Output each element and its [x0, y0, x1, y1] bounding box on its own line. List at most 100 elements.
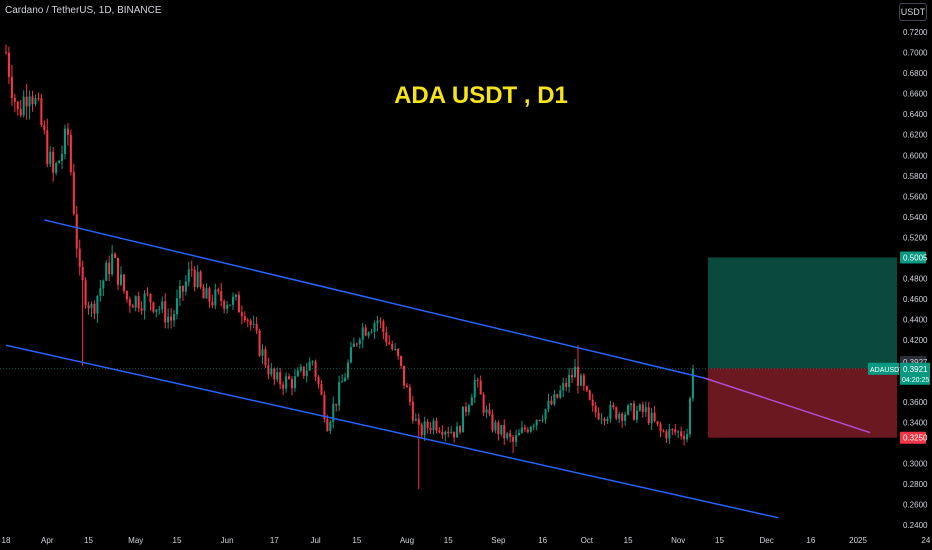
target-price-label: 0.5005 [903, 253, 928, 262]
candle-body [214, 289, 217, 306]
candle-body [621, 413, 624, 421]
candle-body [638, 404, 641, 411]
candle-body [122, 274, 125, 291]
candle-body [31, 96, 34, 105]
risk-reward-position[interactable] [708, 257, 897, 438]
candle-body [28, 96, 31, 107]
price-tick-label: 0.4200 [903, 336, 928, 345]
candle-body [240, 312, 243, 317]
candle-body [553, 394, 556, 405]
currency-button[interactable]: USDT [899, 3, 927, 21]
candle-body [196, 271, 199, 288]
candle-body [335, 403, 338, 406]
trend-channel[interactable] [0, 219, 897, 519]
candle-body [405, 385, 408, 388]
time-axis[interactable]: 18 Apr 15 May 15 Jun 17 Jul 15 Aug 15 Sep 16 Oct 15 Nov… [2, 536, 931, 545]
candle-body [612, 404, 615, 408]
time-tick-label: 16 [806, 536, 815, 545]
candle-body [535, 419, 538, 426]
candle-body [279, 372, 282, 385]
candle-body [680, 431, 683, 437]
candle-body [479, 380, 482, 395]
candle-body [382, 321, 385, 333]
candle-body [515, 435, 518, 442]
candle-body [438, 430, 441, 432]
channel-lower-line [5, 344, 779, 519]
time-tick-label: 15 [352, 536, 361, 545]
symbol-info: Cardano / TetherUS, 1D, BINANCE [5, 5, 162, 16]
candle-body [205, 288, 208, 299]
candle-body [288, 376, 291, 380]
candle-body [370, 331, 373, 333]
candle-body [644, 407, 647, 412]
candle-body [461, 406, 465, 433]
candle-body [285, 376, 288, 389]
projection-line [704, 377, 871, 434]
candle-body [453, 431, 456, 438]
candle-body [111, 253, 114, 275]
price-tick-label: 0.2800 [903, 480, 928, 489]
candle-body [641, 404, 644, 412]
candle-body [119, 274, 123, 285]
candle-body [411, 401, 414, 421]
time-tick-label: Sep [491, 536, 506, 545]
candle-body [184, 281, 187, 292]
price-axis[interactable]: 0.7200 0.7000 0.6800 0.6600 0.6400 0.6200 0.60… [903, 28, 928, 530]
candle-body [394, 348, 397, 350]
candle-body [252, 323, 255, 325]
candle-body [606, 418, 609, 421]
candle-body [10, 76, 13, 98]
candle-body [255, 323, 258, 331]
time-tick-label: Jul [310, 536, 320, 545]
candle-body [550, 400, 553, 405]
candle-body [264, 349, 267, 366]
current-price-label: 0.3921 [903, 365, 928, 374]
candle-body [402, 365, 406, 386]
profit-zone [708, 257, 897, 369]
time-tick-label: 15 [444, 536, 453, 545]
candle-body [125, 290, 128, 300]
candle-body [506, 433, 509, 439]
time-tick-label: Oct [581, 536, 594, 545]
candle-body [556, 394, 559, 398]
candle-body [500, 424, 503, 435]
candle-body [226, 304, 229, 309]
chart-title: ADA USDT , D1 [394, 82, 568, 109]
price-tick-label: 0.5600 [903, 192, 928, 201]
price-tick-label: 0.6400 [903, 110, 928, 119]
current-price-bg [900, 362, 930, 385]
candle-body [60, 153, 64, 161]
candle-body [491, 414, 494, 431]
price-tick-label: 0.5800 [903, 172, 928, 181]
time-tick-label: 15 [624, 536, 633, 545]
candle-body [43, 124, 46, 131]
candle-body [358, 339, 361, 345]
candle-body [573, 366, 577, 378]
candle-body [326, 419, 329, 431]
candle-body [355, 343, 358, 345]
candle-body [482, 394, 485, 413]
price-tick-label: 0.3600 [903, 398, 928, 407]
candle-body [164, 301, 167, 323]
candle-body [170, 316, 173, 321]
candle-body [16, 101, 19, 109]
time-tick-label: 18 [2, 536, 11, 545]
candle-body [376, 320, 379, 324]
candle-body [571, 374, 574, 378]
candle-body [441, 431, 444, 435]
candle-body [423, 421, 426, 436]
candle-body [211, 301, 214, 306]
candle-body [373, 323, 376, 332]
candle-body [314, 361, 317, 377]
candle-body [317, 376, 320, 384]
candle-body [346, 362, 350, 378]
candle-body [391, 343, 394, 350]
candle-body [529, 426, 532, 432]
candle-body [108, 262, 111, 275]
candle-body [102, 280, 105, 289]
symbol-tag: ADAUSDT [870, 367, 904, 374]
target-price-label-bg [900, 251, 926, 264]
candle-body [485, 409, 488, 413]
candle-body [143, 293, 146, 311]
